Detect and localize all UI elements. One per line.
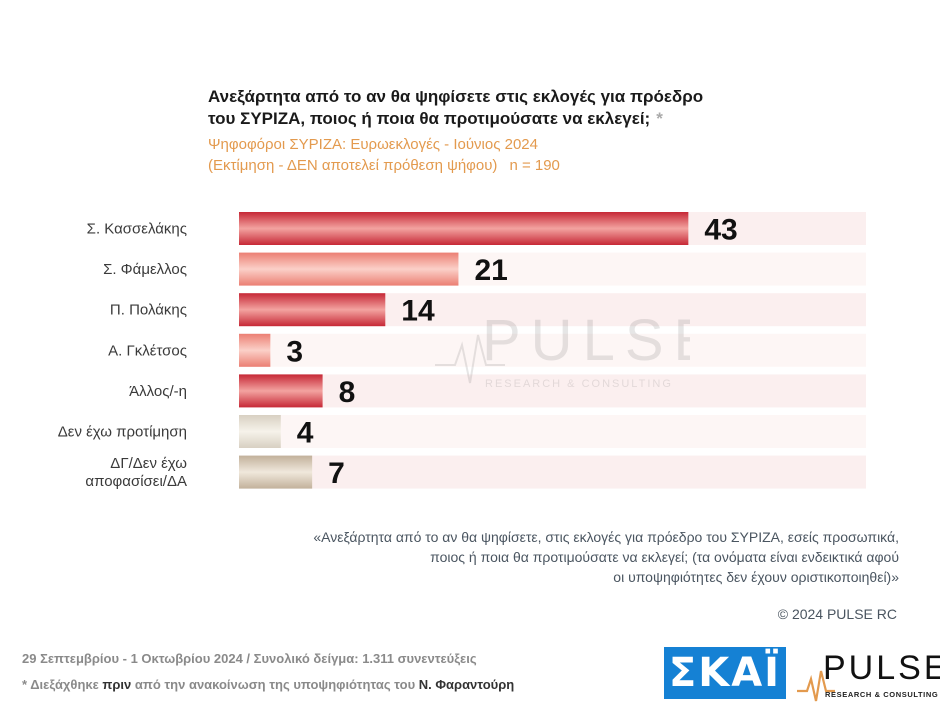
question-note-line-2: ποιος ή ποια θα προτιμούσατε να εκλεγεί;… [430, 549, 899, 565]
category-label: Α. Γκλέτσος [108, 342, 187, 359]
pulse-watermark: PULSE RESEARCH & CONSULTING [435, 308, 690, 390]
watermark-pulse-line [435, 334, 505, 384]
footer-note-prin: πριν [102, 677, 132, 692]
bar-track [239, 374, 866, 408]
footer-date-sample: 29 Σεπτεμβρίου - 1 Οκτωβρίου 2024 / Συνο… [22, 651, 477, 666]
watermark-brand: PULSE [482, 308, 690, 373]
footer-note-mid: από την ανακοίνωση της υποψηφιότητας του [131, 677, 419, 692]
bar-track [239, 333, 866, 367]
category-label: ΔΓ/Δεν έχω αποφασίσει/ΔΑ [85, 455, 187, 490]
bar-track [239, 455, 866, 489]
footer-note: * Διεξάχθηκε πριν από την ανακοίνωση της… [22, 677, 514, 692]
bar-track [239, 415, 866, 448]
footer-note-pre: * Διεξάχθηκε [22, 677, 103, 692]
bar-value-label: 43 [704, 214, 737, 247]
skai-logo: ΣΚΑΪ [664, 647, 786, 699]
bar-value-label: 21 [474, 254, 507, 287]
bar-value-label: 8 [339, 376, 356, 409]
bar [239, 455, 313, 489]
bar [239, 374, 323, 408]
question-note-line-1: «Ανεξάρτητα από το αν θα ψηφίσετε, στις … [313, 529, 899, 545]
title-asterisk: * [656, 109, 663, 128]
category-label: Π. Πολάκης [110, 302, 187, 319]
category-label: Σ. Φάμελλος [103, 261, 187, 278]
title-line-2-text: του ΣΥΡΙΖΑ, ποιος ή ποια θα προτιμούσατε… [208, 109, 651, 128]
watermark-tagline: RESEARCH & CONSULTING [485, 378, 673, 390]
bar [239, 212, 689, 245]
bar [239, 333, 271, 367]
pulse-logo-line [797, 670, 835, 702]
subtitle-line-1: Ψηφοφόροι ΣΥΡΙΖΑ: Ευρωεκλογές - Ιούνιος … [208, 136, 538, 153]
footer-note-name: Ν. Φαραντούρη [418, 677, 515, 692]
question-note-line-3: οι υποψηφιότητες δεν έχουν οριστικοποιηθ… [613, 569, 899, 585]
category-label: Σ. Κασσελάκης [87, 221, 187, 238]
chart-subtitle: Ψηφοφόροι ΣΥΡΙΖΑ: Ευρωεκλογές - Ιούνιος … [208, 134, 808, 176]
title-line-1: Ανεξάρτητα από το αν θα ψηφίσετε στις εκ… [208, 87, 704, 106]
bar-value-label: 14 [401, 295, 435, 328]
copyright: © 2024 PULSE RC [777, 606, 897, 622]
bar-value-label: 4 [297, 417, 314, 450]
pulse-logo-tagline: RESEARCH & CONSULTING [825, 690, 938, 699]
pulse-logo: PULSE RESEARCH & CONSULTING [797, 649, 940, 702]
category-label: Δεν έχω προτίμηση [58, 424, 187, 441]
sample-size: n = 190 [509, 157, 560, 174]
question-note: «Ανεξάρτητα από το αν θα ψηφίσετε, στις … [199, 527, 899, 587]
pulse-logo-text: PULSE [823, 649, 940, 687]
title-line-2: του ΣΥΡΙΖΑ, ποιος ή ποια θα προτιμούσατε… [208, 108, 808, 130]
bar-value-label: 7 [328, 457, 345, 490]
category-label: Άλλος/-η [129, 383, 187, 400]
bar-value-label: 3 [286, 335, 303, 368]
subtitle-line-2: (Εκτίμηση - ΔΕΝ αποτελεί πρόθεση ψήφου) n… [208, 155, 808, 176]
subtitle-estimate: (Εκτίμηση - ΔΕΝ αποτελεί πρόθεση ψήφου) [208, 157, 498, 174]
bar [239, 415, 281, 448]
bar [239, 252, 459, 286]
chart-title: Ανεξάρτητα από το αν θα ψηφίσετε στις εκ… [208, 86, 808, 130]
bar [239, 293, 386, 327]
